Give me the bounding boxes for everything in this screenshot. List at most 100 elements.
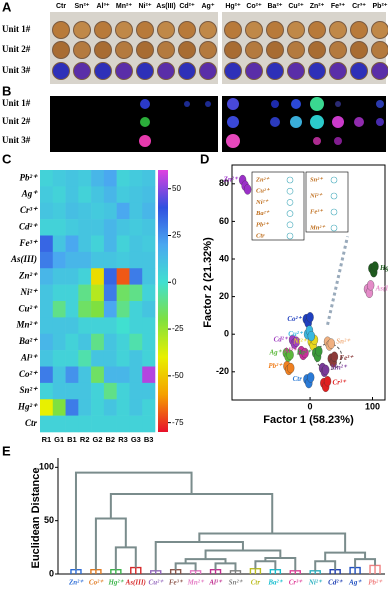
heat-cell: [129, 251, 143, 269]
heat-cell: [40, 268, 54, 285]
point: [371, 261, 379, 272]
column-label: Co²⁺: [246, 3, 262, 10]
heat-cell: [78, 219, 92, 236]
heat-cell: [91, 235, 105, 253]
heat-cell: [78, 382, 92, 400]
well: [157, 41, 175, 59]
heat-cell: [91, 219, 105, 236]
well: [115, 62, 133, 80]
heat-cell: [142, 382, 156, 400]
well: [52, 21, 70, 39]
leaf-cluster: [169, 569, 182, 574]
heat-cell: [129, 399, 143, 416]
heat-cell: [78, 235, 92, 253]
well: [136, 62, 154, 80]
row-label: Ctr: [25, 418, 38, 428]
well: [115, 21, 133, 39]
heat-cell: [129, 284, 143, 302]
column-label: Cr³⁺: [352, 3, 366, 10]
heat-cell: [91, 202, 105, 220]
heat-cell: [116, 333, 130, 351]
point: [301, 347, 309, 359]
point-label: Sn²⁺: [336, 337, 351, 345]
heat-cell: [78, 284, 92, 302]
inset-cluster: [286, 232, 294, 240]
heat-cell: [129, 235, 143, 253]
column-label: G3: [131, 435, 141, 444]
point-label: Hg²⁺: [379, 264, 388, 272]
heat-cell: [91, 317, 105, 335]
heat-cell: [129, 350, 143, 367]
well: [245, 21, 263, 39]
well: [178, 21, 196, 39]
column-label: Ag⁺: [201, 3, 214, 10]
point-label: Ba²⁺: [296, 349, 312, 357]
heat-cell: [52, 284, 66, 302]
y-tick-label: 0: [224, 329, 229, 339]
row-label: Cd²⁺: [19, 221, 38, 231]
heat-cell: [103, 186, 117, 204]
leaf-cluster: [90, 569, 102, 574]
inset-label: Pb²⁺: [256, 221, 270, 228]
heat-cell: [129, 202, 143, 220]
point-label: Al³⁺: [283, 347, 298, 355]
dendrogram-link: [154, 541, 244, 571]
well: [157, 62, 175, 80]
y-tick-label: 20: [219, 291, 229, 301]
heat-cell: [52, 399, 66, 416]
heat-cell: [142, 219, 156, 236]
fluorescent-well: [376, 118, 384, 126]
heat-cell: [142, 202, 156, 220]
heat-cell: [65, 415, 79, 433]
heat-cell: [65, 219, 79, 236]
heat-cell: [91, 301, 105, 318]
heat-cell: [40, 366, 54, 384]
well: [308, 62, 326, 80]
heat-cell: [103, 333, 117, 351]
heat-cell: [142, 350, 156, 367]
fluorescent-well: [334, 137, 342, 145]
column-label: Cu²⁺: [288, 3, 304, 10]
column-label: Ni²⁺: [138, 3, 151, 10]
panel-label: B: [2, 83, 11, 98]
inset-label: Sn²⁺: [310, 176, 324, 183]
dendrogram-link: [184, 558, 227, 564]
inset-label: Cu²⁺: [256, 188, 271, 195]
point: [287, 362, 295, 374]
column-label: B2: [105, 435, 115, 444]
well: [178, 41, 196, 59]
x-tick-label: 100: [365, 401, 380, 411]
heat-cell: [78, 301, 92, 318]
y-tick-label: 60: [219, 216, 229, 226]
heat-cell: [142, 333, 156, 351]
heat-cell: [78, 170, 92, 187]
point: [315, 345, 323, 357]
heat-cell: [103, 415, 117, 433]
leaf-cluster: [110, 569, 122, 574]
well: [224, 41, 242, 59]
inset-cluster: [286, 221, 294, 229]
heat-cell: [116, 284, 130, 302]
heat-cell: [91, 399, 105, 416]
heat-cell: [142, 366, 156, 384]
inset-label: Fe³⁺: [310, 208, 324, 215]
well: [350, 62, 368, 80]
column-label: R1: [42, 435, 52, 444]
inset-label: Zn²⁺: [255, 176, 271, 183]
heat-cell: [142, 284, 156, 302]
colorbar-tick-label: 25: [172, 231, 181, 240]
heat-cell: [103, 284, 117, 302]
fluorescent-well: [227, 116, 239, 128]
heat-cell: [40, 284, 54, 302]
leaf-label: Sn²⁺: [229, 579, 244, 587]
leaf-label: Ctr: [251, 579, 261, 587]
heat-cell: [52, 415, 66, 433]
heat-cell: [116, 366, 130, 384]
heat-cell: [91, 186, 105, 204]
leaf-cluster: [269, 569, 282, 574]
heat-cell: [65, 333, 79, 351]
well: [308, 21, 326, 39]
leaf-label: Cu²⁺: [149, 579, 165, 587]
heat-cell: [116, 186, 130, 204]
